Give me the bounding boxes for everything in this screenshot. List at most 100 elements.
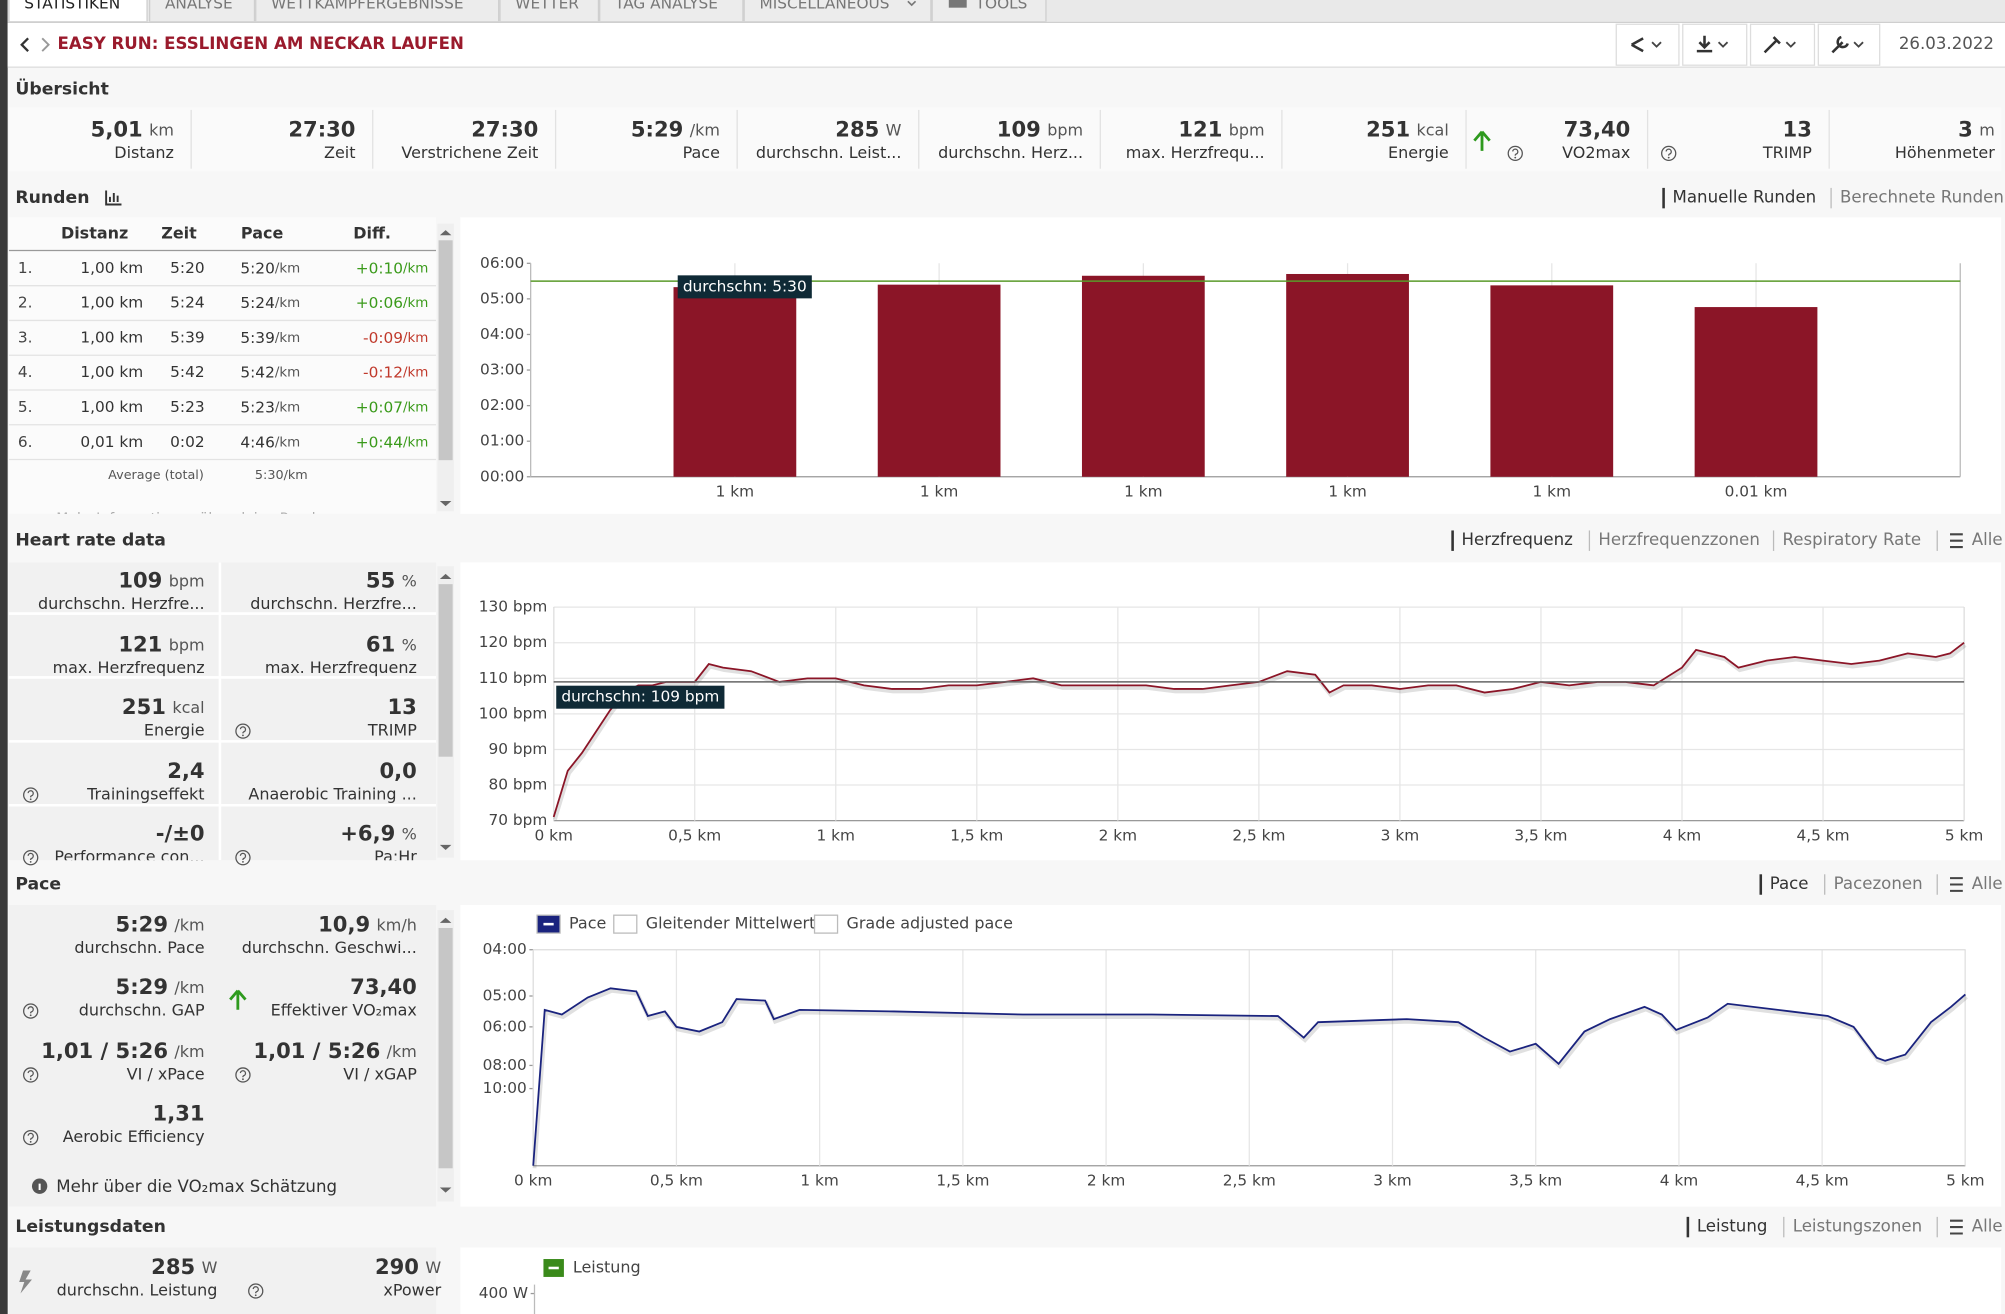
tab[interactable]	[599, 0, 744, 22]
tab[interactable]	[8, 0, 148, 22]
stat-grid: 5:29/km durchschn. Pace 10,9 km/h durchschn.…	[41, 911, 417, 1146]
view-toggle[interactable]: Pacezonen	[1834, 874, 1923, 893]
view-toggle[interactable]: Manuelle Runden	[1673, 188, 1817, 207]
help-dot	[242, 1078, 244, 1081]
view-toggle[interactable]: Alle	[1972, 874, 2003, 893]
bar	[877, 284, 1001, 477]
pace-chart-panel	[460, 904, 2002, 1207]
help-icon[interactable]	[23, 1129, 39, 1146]
tab[interactable]	[148, 0, 256, 22]
view-toggle[interactable]: Alle	[1972, 1217, 2003, 1236]
view-toggle[interactable]: Berechnete Runden	[1840, 188, 2004, 207]
lap-distance: 1,00 km	[80, 294, 143, 312]
stat: 61%	[366, 631, 417, 656]
activity-title: EASY RUN: ESSLINGEN AM NECKAR LAUFEN	[58, 34, 464, 53]
tab[interactable]	[743, 0, 932, 22]
y-tick-label: 400 W	[479, 1284, 528, 1302]
tab-label: WETTKAMPFERGEBNISSE	[271, 0, 463, 12]
tab[interactable]	[255, 0, 500, 22]
menu-icon	[1950, 877, 1963, 892]
help-icon[interactable]	[235, 723, 251, 739]
y-tick-label: 02:00	[480, 396, 524, 414]
stat-label: Aerobic Efficiency	[63, 1127, 205, 1146]
help-icon[interactable]	[23, 850, 39, 866]
power-chart-panel	[460, 1247, 2002, 1314]
info-link: Mehr über die VO₂max Schätzung	[56, 1177, 337, 1196]
stat: 5:29/km	[631, 116, 720, 141]
help-icon[interactable]	[23, 1067, 39, 1083]
lap-diff: +0:06/km	[356, 294, 429, 312]
x-tick-label: 0,5 km	[650, 1172, 703, 1190]
scrollbar-thumb[interactable]	[438, 240, 453, 461]
help-icon[interactable]	[248, 1283, 264, 1299]
y-tick-label: 80 bpm	[488, 776, 547, 794]
caret	[1853, 41, 1864, 48]
column-header: Pace	[241, 223, 284, 242]
help-icon[interactable]	[235, 850, 251, 866]
legend-box[interactable]	[613, 914, 638, 934]
diff-value: -0:09	[363, 328, 403, 346]
pace-unit: /km	[275, 435, 300, 450]
stat-value: 251	[122, 694, 166, 719]
tab-label: ANALYSE	[165, 0, 233, 12]
stat-value: +6,9	[340, 821, 395, 846]
toolbar-button[interactable]	[1749, 23, 1816, 66]
diff-unit: /km	[403, 331, 428, 346]
stat: 1,31	[153, 1101, 205, 1126]
lap-number: 3.	[18, 328, 33, 346]
help-icon[interactable]	[23, 1003, 39, 1019]
tab[interactable]	[499, 0, 600, 22]
scrollbar-thumb[interactable]	[438, 584, 453, 757]
stat-unit: bpm	[169, 571, 205, 590]
x-tick-label: 5 km	[1946, 1172, 1984, 1190]
stat: 251 kcal	[122, 694, 205, 719]
stat-label: Trainingseffekt	[86, 785, 205, 804]
stat-value: 73,40	[350, 974, 417, 999]
bar	[1081, 275, 1205, 477]
stat: 121 bpm	[1178, 116, 1264, 141]
stat-value: 121	[1178, 116, 1222, 141]
stat-value: 5,01	[91, 116, 143, 141]
view-toggle[interactable]: Respiratory Rate	[1783, 530, 1922, 549]
pace-value: 5:23	[240, 398, 274, 416]
stat-value: 5:29	[116, 911, 168, 936]
help-icon[interactable]	[1661, 145, 1677, 162]
view-toggle[interactable]: Alle	[1972, 530, 2003, 549]
stat: 13	[1783, 116, 1812, 141]
x-tick-label: 2,5 km	[1232, 826, 1285, 844]
view-toggle[interactable]: Leistungszonen	[1793, 1217, 1922, 1236]
stat-label: xPower	[383, 1280, 441, 1299]
view-toggle[interactable]: Leistung	[1697, 1217, 1768, 1236]
stat-value: 251	[1366, 116, 1410, 141]
stat-label: durchschn. Herzfre...	[38, 594, 205, 613]
toolbar-button[interactable]	[1615, 23, 1680, 66]
back-arrow[interactable]	[20, 37, 29, 52]
x-tick-label: 1 km	[800, 1172, 838, 1190]
toolbar-button[interactable]	[1682, 23, 1748, 66]
legend-box[interactable]	[813, 914, 839, 934]
x-tick-label: 0,5 km	[668, 826, 721, 844]
stat-label: durchschn. Herzfre...	[250, 594, 417, 613]
toolbar-button[interactable]	[1817, 23, 1881, 66]
help-icon[interactable]	[23, 787, 39, 803]
view-toggle[interactable]: Herzfrequenzzonen	[1598, 530, 1760, 549]
bar	[1286, 273, 1409, 477]
scrollbar-thumb[interactable]	[438, 927, 453, 1169]
view-toggle[interactable]: Pace	[1770, 874, 1809, 893]
average-label-bg	[677, 275, 812, 299]
help-icon[interactable]	[235, 1067, 251, 1083]
stat-value: 285	[151, 1254, 195, 1279]
forward-arrow[interactable]	[41, 37, 50, 52]
help-icon[interactable]	[1507, 145, 1523, 162]
hr-stats-panel	[8, 562, 437, 861]
stat: 109 bpm	[118, 568, 204, 593]
stat-unit: /km	[174, 1041, 204, 1060]
stat-value: 2,4	[167, 758, 204, 783]
diff-unit: /km	[403, 400, 428, 415]
date: 26.03.2022	[1899, 34, 1994, 53]
x-tick-label: 4,5 km	[1797, 826, 1850, 844]
y-tick-label: 70 bpm	[488, 811, 547, 829]
view-toggle[interactable]: Herzfrequenz	[1462, 530, 1573, 549]
stat-unit: bpm	[169, 635, 205, 654]
toolbar-icon	[1831, 35, 1849, 54]
